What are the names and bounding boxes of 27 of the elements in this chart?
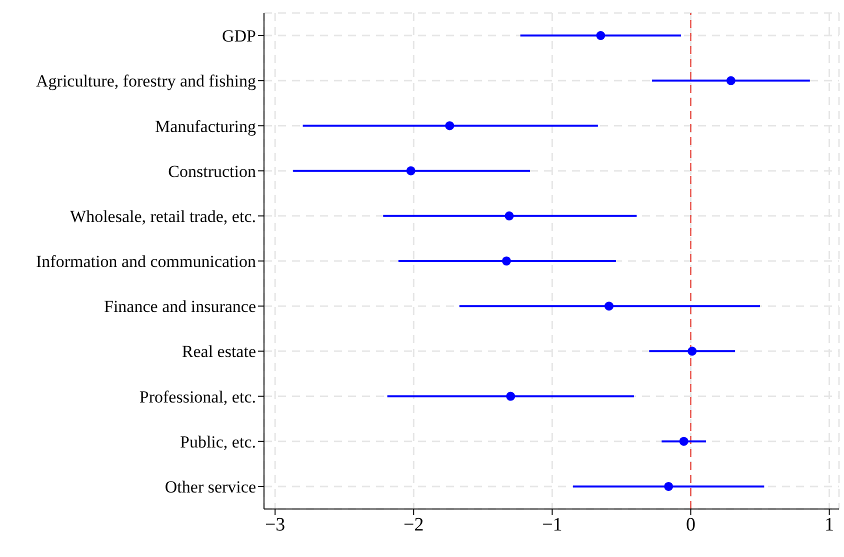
x-tick-label: 0 xyxy=(686,514,696,536)
point xyxy=(596,31,606,40)
y-tick-label: Agriculture, forestry and fishing xyxy=(36,72,256,91)
y-tick-label: Manufacturing xyxy=(154,116,256,136)
y-tick-label: Wholesale, retail trade, etc. xyxy=(70,206,256,226)
point xyxy=(604,302,614,311)
point xyxy=(445,121,454,130)
y-tick-label: Other service xyxy=(164,477,256,496)
x-tick-label: −1 xyxy=(542,514,562,536)
x-tick-label: −3 xyxy=(264,514,286,536)
y-tick-label: Professional, etc. xyxy=(139,387,256,406)
point xyxy=(688,346,697,356)
point xyxy=(679,436,688,446)
y-tick-label: Construction xyxy=(168,162,256,181)
y-tick-label: Finance and insurance xyxy=(104,297,256,316)
point xyxy=(502,256,511,266)
point xyxy=(406,166,416,176)
x-tick-label: 1 xyxy=(824,514,834,536)
y-tick-label: Public, etc. xyxy=(180,432,256,452)
point xyxy=(664,482,674,491)
point xyxy=(504,211,514,220)
y-tick-label: GDP xyxy=(222,26,256,46)
x-tick-label: −2 xyxy=(404,514,424,536)
y-tick-label: Real estate xyxy=(182,342,256,362)
point xyxy=(506,392,516,401)
y-tick-label: Information and communication xyxy=(36,252,256,272)
point xyxy=(726,76,736,86)
